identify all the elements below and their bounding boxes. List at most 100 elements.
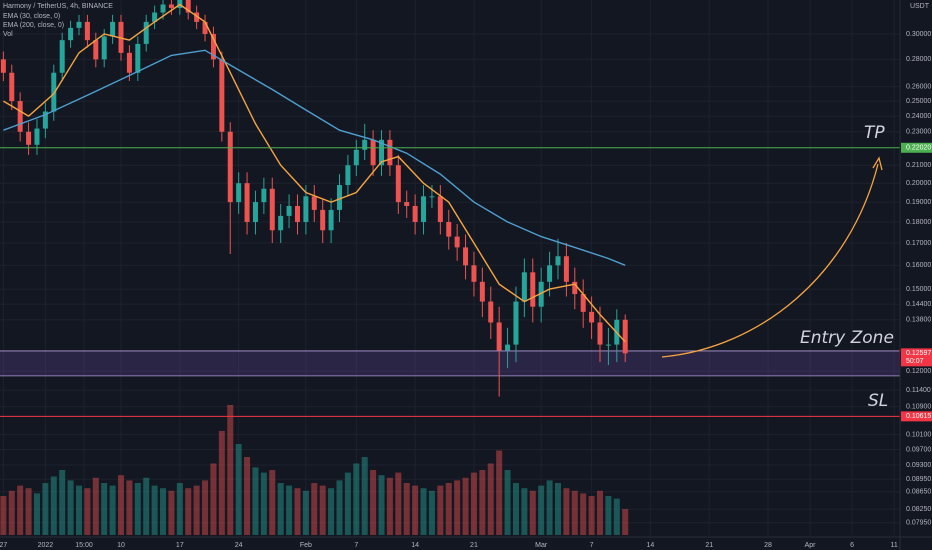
volume-bar xyxy=(454,480,461,535)
volume-bar xyxy=(529,490,536,535)
candle-body xyxy=(488,301,494,323)
candle-body xyxy=(303,196,309,222)
y-tick-label: 0.08650 xyxy=(906,489,931,496)
candle-body xyxy=(42,111,48,129)
candle-body xyxy=(210,33,216,60)
level-label: 0.10615 xyxy=(906,413,931,420)
volume-bar xyxy=(563,488,570,535)
candle-body xyxy=(605,344,611,346)
entry-zone xyxy=(0,350,900,376)
volume-bar xyxy=(311,483,318,535)
candle-body xyxy=(454,236,460,248)
volume-bar xyxy=(370,470,377,535)
candle-body xyxy=(437,196,443,222)
candle-body xyxy=(9,72,15,102)
volume-bar xyxy=(176,483,183,535)
volume-bar xyxy=(42,483,49,535)
candle-body xyxy=(320,209,326,231)
candle-body xyxy=(194,12,200,22)
candle-body xyxy=(160,4,166,13)
candle-body xyxy=(379,139,385,166)
candle-body xyxy=(572,281,578,295)
y-tick-label: 0.19000 xyxy=(906,199,931,206)
volume-bar xyxy=(487,463,494,535)
candle-body xyxy=(261,188,267,203)
volume-bar xyxy=(218,431,225,535)
candle-body xyxy=(93,40,99,60)
candle-body xyxy=(496,322,502,351)
volume-bar xyxy=(25,488,32,535)
candle-body xyxy=(538,281,544,307)
x-tick-label: 28 xyxy=(764,542,772,549)
volume-bar xyxy=(134,483,141,535)
volume-bar xyxy=(319,485,326,535)
volume-bar xyxy=(605,496,612,535)
x-tick-label: 24 xyxy=(235,542,243,549)
x-tick-label: 11 xyxy=(890,542,897,549)
candle-body xyxy=(269,188,275,231)
x-tick-label: 7 xyxy=(590,542,594,549)
chart-title: Harmony / TetherUS, 4h, BINANCE xyxy=(3,3,113,10)
candle-body xyxy=(51,72,57,112)
candle-body xyxy=(143,21,149,44)
y-tick-label: 0.10100 xyxy=(906,432,931,439)
volume-bar xyxy=(118,475,125,535)
x-tick-label: 27 xyxy=(0,542,7,549)
volume-bar xyxy=(143,477,150,535)
candle-body xyxy=(244,183,250,222)
volume-bar xyxy=(302,490,309,535)
y-tick-label: 0.09700 xyxy=(906,446,931,453)
candle-body xyxy=(336,185,342,210)
candle-body xyxy=(84,21,90,41)
volume-bar xyxy=(336,480,343,535)
volume-bar xyxy=(210,463,217,535)
candle-body xyxy=(236,183,242,203)
candle-body xyxy=(555,256,561,266)
volume-bar xyxy=(260,472,267,535)
candle-body xyxy=(185,0,191,13)
candle-body xyxy=(76,21,82,28)
candle-body xyxy=(362,139,368,150)
countdown-label: 50:07 xyxy=(906,358,924,365)
volume-bar xyxy=(521,488,528,535)
x-tick-label: 2022 xyxy=(38,542,54,549)
level-label: 0.22020 xyxy=(906,145,931,152)
y-tick-label: 0.28000 xyxy=(906,56,931,63)
price-label: 0.12597 xyxy=(906,350,931,357)
y-tick-label: 0.12000 xyxy=(906,368,931,375)
volume-bar xyxy=(361,457,368,535)
candle-body xyxy=(311,196,317,210)
volume-bar xyxy=(403,483,410,535)
x-tick-label: Feb xyxy=(300,542,312,549)
y-tick-label: 0.08950 xyxy=(906,476,931,483)
volume-bar xyxy=(437,485,444,535)
volume-bar xyxy=(84,488,91,535)
candle-body xyxy=(446,221,452,237)
volume-bar xyxy=(0,496,7,535)
candle-body xyxy=(404,202,410,206)
y-tick-label: 0.26000 xyxy=(906,83,931,90)
entry-zone-layer xyxy=(0,350,900,377)
candle-body xyxy=(387,139,393,166)
candle-body xyxy=(580,294,586,312)
axis-layer: 0.30000 0.28000 0.26000 0.25000 0.24000 0.230… xyxy=(0,31,932,549)
volume-bar xyxy=(496,450,503,535)
volume-bar xyxy=(75,485,82,535)
candle-body xyxy=(429,196,435,198)
volume-bar xyxy=(470,472,477,535)
candle-body xyxy=(395,165,401,203)
candle-body xyxy=(345,165,351,186)
candle-body xyxy=(59,40,65,73)
volume-bar xyxy=(101,483,108,535)
y-tick-label: 0.13800 xyxy=(906,317,931,324)
x-tick-label: 6 xyxy=(850,542,854,549)
volume-bar xyxy=(622,509,629,535)
candle-body xyxy=(17,101,23,132)
y-tick-label: 0.30000 xyxy=(906,31,931,38)
candle-body xyxy=(589,311,595,323)
candle-body xyxy=(563,256,569,282)
volume-bar xyxy=(571,490,578,535)
x-tick-label: 14 xyxy=(411,542,419,549)
volume-bar xyxy=(546,480,553,535)
